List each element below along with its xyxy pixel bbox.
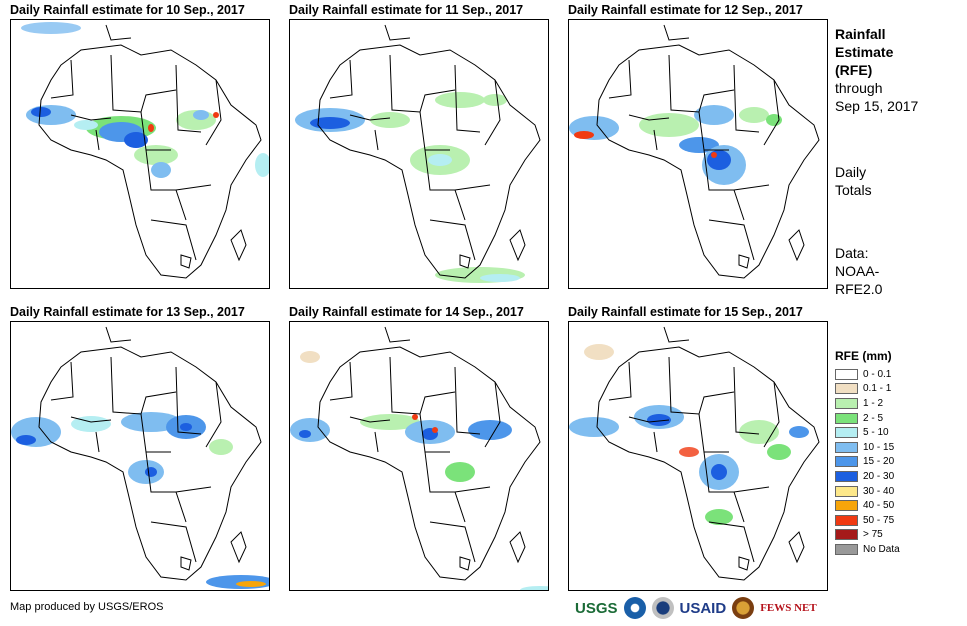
legend-swatch [835, 368, 858, 380]
legend-label: 10 - 15 [863, 441, 895, 453]
legend-item: 5 - 10 [835, 425, 955, 440]
rainfall-map [568, 321, 828, 591]
legend-swatch [835, 456, 858, 468]
legend-label: No Data [863, 543, 900, 555]
data-source-label: Data: NOAA- RFE2.0 [835, 244, 960, 298]
legend-swatch [835, 397, 858, 409]
legend-label: 5 - 10 [863, 427, 889, 439]
panel-title: Daily Rainfall estimate for 11 Sep., 201… [289, 3, 524, 17]
country-borders [38, 326, 262, 581]
africa-map [11, 326, 269, 589]
legend-label: 20 - 30 [863, 470, 895, 482]
legend-label: 0 - 0.1 [863, 368, 892, 380]
legend-swatch [835, 470, 858, 482]
panel-title: Daily Rainfall estimate for 10 Sep., 201… [10, 3, 245, 17]
country-borders [596, 326, 820, 581]
legend-swatch [835, 500, 858, 512]
legend-item: > 75 [835, 528, 955, 543]
rain-areas [290, 351, 548, 590]
agency-logos: USGS USAID FEWS NET [575, 595, 817, 621]
rainfall-map [10, 19, 270, 289]
legend-label: 1 - 2 [863, 397, 884, 409]
legend-label: 15 - 20 [863, 456, 895, 468]
legend-item: 0 - 0.1 [835, 367, 955, 382]
fews-net-logo: FEWS NET [760, 602, 817, 614]
map-credit: Map produced by USGS/EROS [10, 601, 164, 613]
legend-swatch [835, 427, 858, 439]
legend-label: > 75 [863, 529, 883, 541]
rain-areas [295, 92, 525, 283]
africa-map [569, 24, 820, 279]
legend-label: 30 - 40 [863, 485, 895, 497]
legend-item: No Data [835, 542, 955, 557]
legend-swatch [835, 514, 858, 526]
panel-title: Daily Rainfall estimate for 13 Sep., 201… [10, 305, 245, 319]
legend-title: RFE (mm) [835, 349, 892, 363]
panel-title: Daily Rainfall estimate for 12 Sep., 201… [568, 3, 803, 17]
africa-map [295, 24, 541, 283]
legend-item: 0.1 - 1 [835, 382, 955, 397]
legend-item: 30 - 40 [835, 484, 955, 499]
country-borders [38, 24, 262, 279]
rain-areas [569, 344, 809, 525]
legend-item: 15 - 20 [835, 455, 955, 470]
legend-swatch [835, 383, 858, 395]
legend-label: 40 - 50 [863, 500, 895, 512]
usgs-logo: USGS [575, 599, 618, 617]
panel-title: Daily Rainfall estimate for 15 Sep., 201… [568, 305, 803, 319]
legend-label: 2 - 5 [863, 412, 884, 424]
africa-map [569, 326, 820, 581]
heading-line-3: (RFE) [835, 62, 873, 78]
africa-map [290, 326, 548, 590]
legend-item: 2 - 5 [835, 411, 955, 426]
fews-globe-icon [732, 597, 755, 619]
daily-line-2: Totals [835, 182, 872, 198]
africa-map [21, 22, 269, 279]
rain-areas [569, 105, 782, 185]
dhs-seal-icon [651, 597, 674, 619]
panel-title: Daily Rainfall estimate for 14 Sep., 201… [289, 305, 524, 319]
data-line-3: RFE2.0 [835, 281, 883, 297]
legend-swatch [835, 412, 858, 424]
country-borders [596, 24, 820, 279]
legend-item: 20 - 30 [835, 469, 955, 484]
rainfall-map [10, 321, 270, 591]
rain-areas [21, 22, 269, 178]
rainfall-map [568, 19, 828, 289]
legend-swatch [835, 485, 858, 497]
daily-line-1: Daily [835, 164, 867, 180]
legend-label: 0.1 - 1 [863, 383, 892, 395]
legend-swatch [835, 441, 858, 453]
daily-totals-label: Daily Totals [835, 163, 960, 199]
legend-item: 50 - 75 [835, 513, 955, 528]
through-date: Sep 15, 2017 [835, 98, 919, 114]
noaa-logo-icon [623, 597, 646, 619]
legend-swatch [835, 543, 858, 555]
legend-item: 10 - 15 [835, 440, 955, 455]
rainfall-map [289, 19, 549, 289]
usaid-logo: USAID [679, 599, 727, 617]
rfe-heading: Rainfall Estimate (RFE) through Sep 15, … [835, 25, 960, 115]
data-line-1: Data: [835, 245, 869, 261]
through-label: through [835, 80, 883, 96]
legend-item: 1 - 2 [835, 396, 955, 411]
data-line-2: NOAA- [835, 263, 880, 279]
legend-swatch [835, 529, 858, 541]
legend-item: 40 - 50 [835, 498, 955, 513]
rainfall-map [289, 321, 549, 591]
heading-line-2: Estimate [835, 44, 894, 60]
rfe-legend: RFE (mm) 0 - 0.1 0.1 - 1 1 - 2 2 - 5 5 - 10 1… [835, 348, 955, 557]
country-borders [317, 24, 541, 279]
country-borders [317, 326, 541, 581]
rain-areas [11, 412, 269, 589]
legend-label: 50 - 75 [863, 514, 895, 526]
heading-line-1: Rainfall [835, 26, 886, 42]
